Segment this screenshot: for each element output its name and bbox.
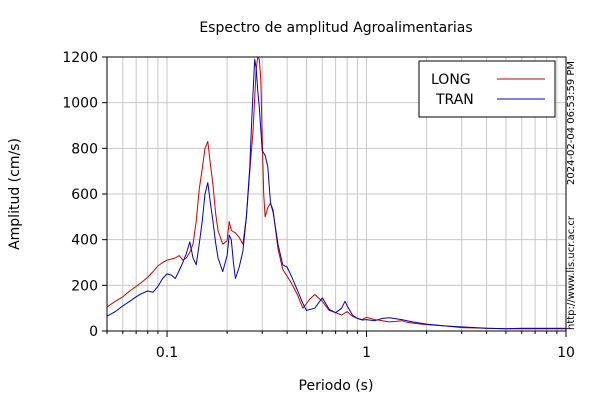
y-tick-label: 800	[71, 141, 98, 157]
x-tick-label: 1	[362, 345, 371, 361]
grid-lines	[106, 56, 567, 332]
axis-ticks: 0 200 400 600 800 1000 1200 0.1 1 10	[62, 50, 575, 361]
series-group	[106, 56, 566, 330]
legend: LONG TRAN	[418, 60, 556, 118]
chart-title: Espectro de amplitud Agroalimentarias	[199, 20, 472, 36]
series-line-long	[106, 56, 566, 330]
x-axis-label: Periodo (s)	[299, 378, 374, 394]
legend-box	[418, 60, 556, 118]
y-tick-label: 0	[89, 324, 98, 340]
y-tick-label: 600	[71, 187, 98, 203]
y-tick-label: 1000	[62, 96, 98, 112]
y-tick-label: 1200	[62, 50, 98, 66]
y-tick-label: 400	[71, 233, 98, 249]
y-tick-label: 200	[71, 278, 98, 294]
legend-label-tran: TRAN	[435, 92, 474, 108]
legend-label-long: LONG	[431, 72, 471, 88]
x-tick-label: 10	[557, 345, 575, 361]
x-tick-label: 0.1	[156, 345, 178, 361]
series-line-tran	[106, 58, 566, 330]
timestamp-label: 2024-02-04 06:53:59 PM	[566, 60, 577, 185]
source-url-link[interactable]: http://www.lis.ucr.ac.cr	[566, 216, 577, 330]
y-axis-label: Amplitud (cm/s)	[7, 138, 23, 250]
